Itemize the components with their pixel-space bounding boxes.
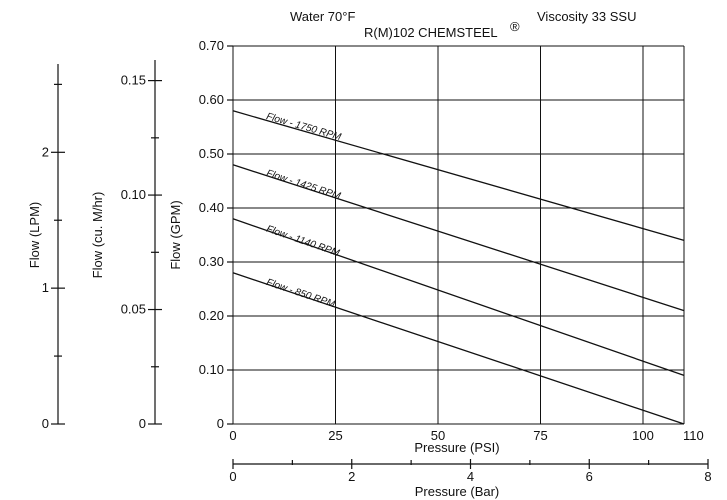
- x-tick-label-4: 100: [632, 428, 654, 443]
- labels: Water 70°F Viscosity 33 SSU R(M)102 CHEM…: [27, 9, 636, 499]
- lpm-tick-label-1: 1: [42, 280, 49, 295]
- x-tick-label-3: 75: [533, 428, 547, 443]
- y-lpm-axis-title: Flow (LPM): [27, 202, 42, 268]
- x-tick-label-0: 0: [229, 428, 236, 443]
- bar-tick-label-4: 8: [704, 469, 711, 484]
- m3-tick-label-1: 0.05: [121, 302, 146, 317]
- y-tick-label-5: 0.50: [199, 146, 224, 161]
- series-line-3: [232, 272, 685, 425]
- series-label-0: Flow - 1750 RPM: [265, 111, 343, 143]
- y-tick-label-1: 0.10: [199, 362, 224, 377]
- series-line-0: [232, 110, 685, 242]
- y-m3-axis-title: Flow (cu. M/hr): [90, 192, 105, 279]
- series-line-1: [232, 164, 685, 312]
- lpm-tick-label-0: 0: [42, 416, 49, 431]
- header-model-mark: ®: [510, 19, 520, 34]
- series-label-3: Flow - 850 RPM: [265, 277, 337, 310]
- series-lines: Flow - 1750 RPM Flow - 1425 RPM Flow - 114…: [232, 110, 685, 425]
- bar-tick-label-2: 4: [467, 469, 474, 484]
- x-tick-label-5: 110: [683, 428, 704, 443]
- y-tick-label-6: 0.60: [199, 92, 224, 107]
- x-axis-title: Pressure (PSI): [414, 440, 499, 455]
- bar-tick-label-0: 0: [229, 469, 236, 484]
- x-secondary-axis-title: Pressure (Bar): [415, 484, 500, 499]
- y-tick-label-4: 0.40: [199, 200, 224, 215]
- y-tick-label-2: 0.20: [199, 308, 224, 323]
- series-line-2: [232, 218, 685, 377]
- y-tick-label-3: 0.30: [199, 254, 224, 269]
- axes: 00.100.200.300.400.500.600.700 25 50 75 100 1…: [42, 38, 712, 484]
- m3-tick-label-3: 0.15: [121, 73, 146, 88]
- m3-tick-label-2: 0.10: [121, 187, 146, 202]
- bar-tick-label-3: 6: [586, 469, 593, 484]
- x-tick-label-1: 25: [328, 428, 342, 443]
- grid: [232, 45, 685, 425]
- y-tick-label-0: 0: [217, 416, 224, 431]
- header-right: Viscosity 33 SSU: [537, 9, 636, 24]
- x-tick-label-2: 50: [431, 428, 445, 443]
- y-tick-label-7: 0.70: [199, 38, 224, 53]
- m3-tick-label-0: 0: [139, 416, 146, 431]
- series-label-2: Flow - 1140 RPM: [265, 224, 342, 260]
- header-left: Water 70°F: [290, 9, 355, 24]
- header-model: R(M)102 CHEMSTEEL: [364, 25, 498, 40]
- bar-tick-label-1: 2: [348, 469, 355, 484]
- series-label-1: Flow - 1425 RPM: [265, 168, 343, 202]
- y-axis-title: Flow (GPM): [168, 200, 183, 269]
- lpm-tick-label-2: 2: [42, 144, 49, 159]
